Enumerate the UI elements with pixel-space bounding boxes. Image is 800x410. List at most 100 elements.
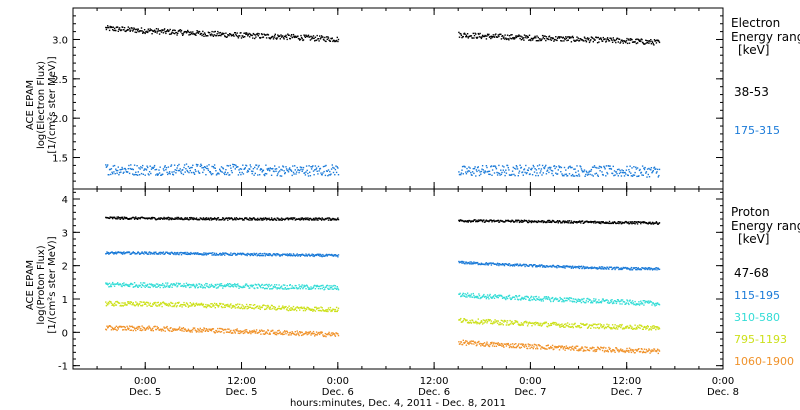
data-point (162, 282, 164, 285)
data-point (257, 32, 259, 35)
data-point (155, 30, 157, 32)
data-point (561, 300, 563, 303)
data-point (120, 285, 123, 287)
data-point (628, 169, 630, 171)
data-point (577, 325, 579, 327)
data-point (239, 253, 241, 255)
data-point (511, 170, 514, 172)
data-point (485, 35, 487, 37)
data-point (162, 328, 164, 331)
data-point (189, 302, 191, 304)
data-point (274, 333, 276, 336)
data-point (634, 171, 636, 174)
data-point (605, 40, 608, 42)
data-point (115, 29, 117, 32)
data-point (245, 33, 247, 36)
series-115-195 (105, 251, 661, 271)
data-point (335, 219, 338, 221)
data-point (183, 166, 185, 169)
data-point (601, 40, 604, 42)
data-point (133, 28, 136, 30)
data-point (606, 302, 609, 304)
data-point (586, 323, 588, 325)
electron-y-tick-label: 2.5 (52, 75, 68, 86)
data-point (173, 218, 176, 220)
data-point (328, 39, 330, 41)
data-point (556, 37, 559, 39)
data-point (297, 332, 299, 334)
data-point (258, 164, 260, 167)
data-point (182, 169, 184, 171)
data-point (215, 303, 218, 305)
data-point (202, 33, 205, 36)
data-point (245, 253, 248, 255)
data-point (145, 328, 147, 331)
data-point (313, 174, 315, 176)
data-point (128, 301, 130, 303)
data-point (625, 302, 628, 304)
data-point (254, 218, 256, 220)
data-point (170, 302, 173, 304)
data-point (304, 307, 306, 310)
data-point (210, 306, 213, 308)
data-point (631, 175, 634, 177)
data-point (163, 216, 165, 219)
data-point (209, 329, 211, 331)
data-point (539, 172, 541, 174)
data-point (541, 38, 543, 40)
data-point (116, 216, 118, 218)
data-point (194, 33, 196, 35)
data-point (464, 220, 466, 222)
data-point (135, 304, 138, 306)
electron-unit-label: [1/(cm²s ster MeV)] (47, 56, 58, 153)
data-point (275, 287, 277, 289)
data-point (508, 169, 510, 171)
data-point (531, 265, 533, 267)
data-point (473, 172, 475, 175)
data-point (240, 37, 243, 39)
data-point (310, 286, 312, 288)
data-point (280, 217, 283, 219)
data-point (210, 172, 212, 174)
data-point (290, 217, 292, 219)
data-point (462, 262, 464, 264)
data-point (264, 288, 266, 290)
data-point (140, 286, 143, 288)
data-point (215, 304, 217, 306)
data-point (146, 284, 148, 286)
data-point (648, 222, 651, 224)
data-point (649, 328, 651, 330)
data-point (187, 306, 190, 308)
data-point (206, 253, 208, 255)
data-point (635, 166, 637, 168)
data-point (653, 39, 656, 41)
data-point (540, 221, 543, 223)
data-point (202, 217, 205, 219)
data-point (274, 165, 276, 167)
data-point (520, 219, 523, 222)
data-point (185, 32, 188, 34)
data-point (591, 174, 593, 176)
data-point (105, 283, 108, 285)
data-point (610, 301, 613, 303)
data-point (168, 303, 171, 306)
data-point (267, 254, 269, 256)
data-point (177, 216, 180, 219)
data-point (234, 283, 236, 285)
data-point (197, 31, 199, 33)
data-point (620, 268, 622, 271)
data-point (220, 33, 223, 35)
data-point (158, 329, 161, 331)
data-point (635, 304, 637, 306)
data-point (121, 166, 123, 169)
data-point (314, 165, 317, 167)
data-point (273, 306, 275, 308)
data-point (556, 267, 558, 269)
data-point (503, 346, 505, 348)
data-point (183, 283, 185, 285)
data-point (154, 325, 156, 328)
data-point (141, 325, 143, 327)
data-point (205, 219, 207, 221)
data-point (596, 174, 599, 176)
data-point (566, 299, 568, 302)
